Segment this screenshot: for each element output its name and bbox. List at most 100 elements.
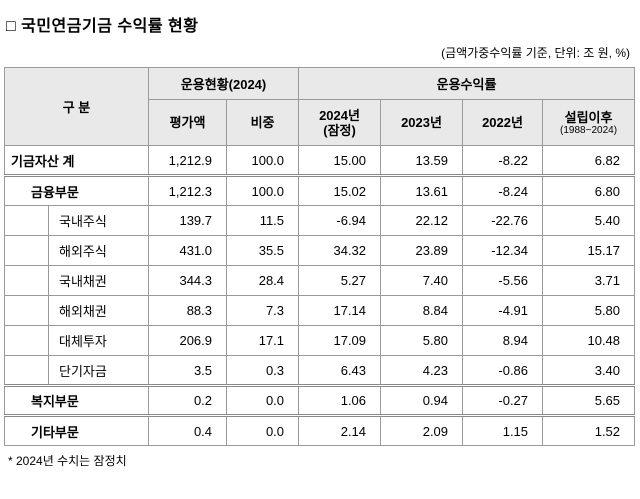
report-page: □ 국민연금기금 수익률 현황 (금액가중수익률 기준, 단위: 조 원, %)… <box>3 8 636 468</box>
value-cell: 6.82 <box>542 145 636 176</box>
value-cell: 1,212.9 <box>148 145 228 176</box>
value-cell: 6.80 <box>542 174 636 206</box>
value-cell: 5.65 <box>542 384 636 416</box>
value-cell: -22.76 <box>462 205 544 236</box>
value-cell: 28.4 <box>226 265 300 296</box>
value-cell: 15.00 <box>298 145 382 176</box>
value-cell: 17.14 <box>298 295 382 326</box>
col-header-2024: 2024년 (잠정) <box>298 99 382 146</box>
col-header-eval: 평가액 <box>148 99 228 146</box>
table-row: 금융부문 1,212.3 100.0 15.02 13.61 -8.24 6.8… <box>3 174 636 206</box>
value-cell: -0.86 <box>462 355 544 386</box>
value-cell: -6.94 <box>298 205 382 236</box>
table-row: 복지부문 0.2 0.0 1.06 0.94 -0.27 5.65 <box>3 384 636 416</box>
value-cell: 5.80 <box>380 325 464 356</box>
value-cell: 0.94 <box>380 384 464 416</box>
value-cell: 17.09 <box>298 325 382 356</box>
value-cell: 0.3 <box>226 355 300 386</box>
table-row: 대체투자 206.9 17.1 17.09 5.80 8.94 10.48 <box>4 325 636 356</box>
value-cell: 5.27 <box>298 265 382 296</box>
table-row: 단기자금 3.5 0.3 6.43 4.23 -0.86 3.40 <box>4 355 636 386</box>
row-label: 해외채권 <box>47 295 150 326</box>
value-cell: 1.52 <box>542 414 636 446</box>
value-cell: 11.5 <box>226 205 300 236</box>
header-sub-row: 평가액 비중 2024년 (잠정) 2023년 2022년 설립이후 (1988~2… <box>5 99 636 146</box>
value-cell: 88.3 <box>148 295 228 326</box>
indent-spacer <box>4 265 49 296</box>
value-cell: 15.02 <box>298 174 382 206</box>
table-row: 해외채권 88.3 7.3 17.14 8.84 -4.91 5.80 <box>4 295 636 326</box>
value-cell: 5.80 <box>542 295 636 326</box>
returns-table: 구 분 운용현황(2024) 운용수익률 평가액 비중 2024년 (잠정) 20… <box>3 67 636 446</box>
indent-spacer <box>4 295 49 326</box>
value-cell: 139.7 <box>148 205 228 236</box>
col-header-weight: 비중 <box>226 99 300 146</box>
row-label: 기타부문 <box>3 414 150 446</box>
value-cell: 13.61 <box>380 174 464 206</box>
value-cell: 6.43 <box>298 355 382 386</box>
col-header-2023: 2023년 <box>380 99 464 146</box>
value-cell: 3.40 <box>542 355 636 386</box>
row-label: 금융부문 <box>3 174 150 206</box>
unit-note: (금액가중수익률 기준, 단위: 조 원, %) <box>441 46 630 60</box>
row-label: 복지부문 <box>3 384 150 416</box>
value-cell: 15.17 <box>542 235 636 266</box>
row-label: 단기자금 <box>47 355 150 386</box>
table-row: 기타부문 0.4 0.0 2.14 2.09 1.15 1.52 <box>3 414 636 446</box>
value-cell: -12.34 <box>462 235 544 266</box>
row-label: 기금자산 계 <box>3 145 150 176</box>
value-cell: -8.22 <box>462 145 544 176</box>
value-cell: 0.0 <box>226 414 300 446</box>
table-row: 국내채권 344.3 28.4 5.27 7.40 -5.56 3.71 <box>4 265 636 296</box>
indent-spacer <box>4 325 49 356</box>
value-cell: 3.71 <box>542 265 636 296</box>
value-cell: 7.40 <box>380 265 464 296</box>
table-row: 국내주식 139.7 11.5 -6.94 22.12 -22.76 5.40 <box>4 205 636 236</box>
value-cell: 2.14 <box>298 414 382 446</box>
value-cell: 10.48 <box>542 325 636 356</box>
indent-spacer <box>4 205 49 236</box>
title-row: □ 국민연금기금 수익률 현황 <box>4 8 634 38</box>
value-cell: 35.5 <box>226 235 300 266</box>
value-cell: 22.12 <box>380 205 464 236</box>
value-cell: 4.23 <box>380 355 464 386</box>
value-cell: -0.27 <box>462 384 544 416</box>
value-cell: 0.2 <box>148 384 228 416</box>
value-cell: 1.15 <box>462 414 544 446</box>
value-cell: 344.3 <box>148 265 228 296</box>
table-row: 해외주식 431.0 35.5 34.32 23.89 -12.34 15.17 <box>4 235 636 266</box>
row-label: 대체투자 <box>47 325 150 356</box>
row-label: 해외주식 <box>47 235 150 266</box>
header-group-row: 구 분 운용현황(2024) 운용수익률 <box>3 67 636 146</box>
value-cell: 34.32 <box>298 235 382 266</box>
value-cell: 17.1 <box>226 325 300 356</box>
value-cell: -4.91 <box>462 295 544 326</box>
indent-spacer <box>4 355 49 386</box>
value-cell: 13.59 <box>380 145 464 176</box>
value-cell: -5.56 <box>462 265 544 296</box>
value-cell: 1.06 <box>298 384 382 416</box>
value-cell: 7.3 <box>226 295 300 326</box>
value-cell: 0.4 <box>148 414 228 446</box>
col-header-inception: 설립이후 (1988~2024) <box>542 99 636 146</box>
col-header-2022: 2022년 <box>462 99 544 146</box>
page-title: □ 국민연금기금 수익률 현황 <box>6 18 199 35</box>
table-row: 기금자산 계 1,212.9 100.0 15.00 13.59 -8.22 6… <box>3 145 636 176</box>
value-cell: 8.84 <box>380 295 464 326</box>
footnote: * 2024년 수치는 잠정치 <box>8 454 127 468</box>
value-cell: 3.5 <box>148 355 228 386</box>
value-cell: 23.89 <box>380 235 464 266</box>
value-cell: 8.94 <box>462 325 544 356</box>
value-cell: 431.0 <box>148 235 228 266</box>
group-header-status: 운용현황(2024) <box>148 67 300 100</box>
row-label: 국내주식 <box>47 205 150 236</box>
value-cell: 100.0 <box>226 145 300 176</box>
group-header-returns: 운용수익률 <box>298 67 636 100</box>
value-cell: 0.0 <box>226 384 300 416</box>
indent-spacer <box>4 235 49 266</box>
value-cell: 206.9 <box>148 325 228 356</box>
value-cell: -8.24 <box>462 174 544 206</box>
corner-header: 구 분 <box>3 67 150 146</box>
value-cell: 2.09 <box>380 414 464 446</box>
value-cell: 5.40 <box>542 205 636 236</box>
